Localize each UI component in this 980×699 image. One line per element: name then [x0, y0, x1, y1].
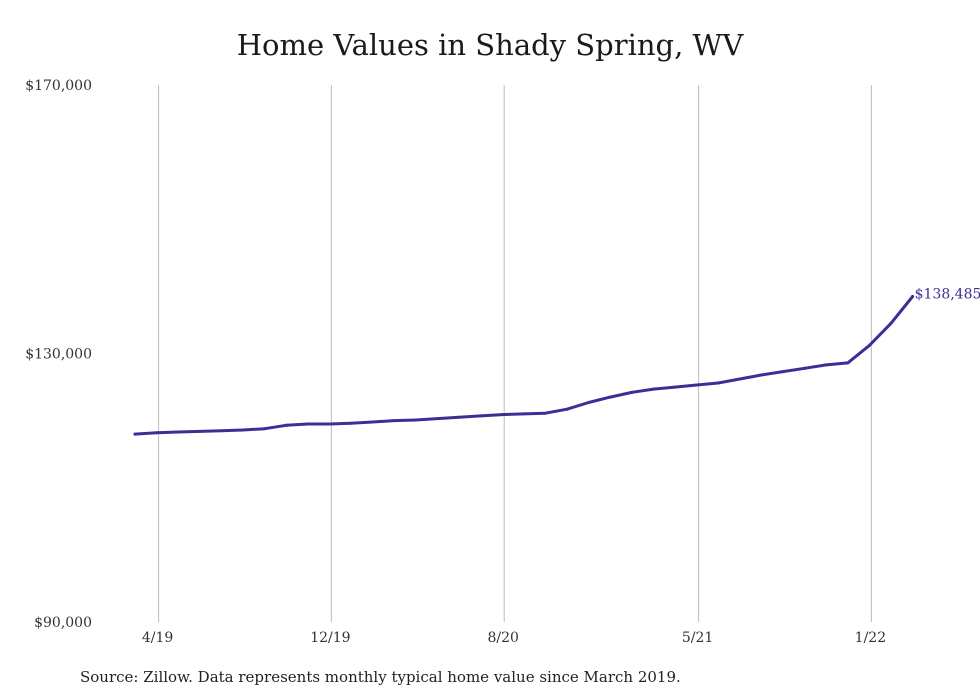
data-point: [824, 363, 828, 367]
data-point: [608, 395, 612, 399]
data-point: [263, 427, 267, 431]
data-labels: $138,485: [915, 287, 980, 303]
end-value-label: $138,485: [915, 287, 980, 303]
data-point: [911, 295, 915, 298]
data-point: [522, 412, 526, 416]
data-point: [673, 385, 677, 389]
data-point: [565, 407, 569, 411]
data-point: [695, 383, 699, 387]
data-point: [630, 390, 634, 394]
data-point: [349, 421, 353, 425]
data-point: [543, 411, 547, 415]
data-point: [371, 420, 375, 424]
series-layer: [133, 295, 915, 436]
data-point: [327, 422, 331, 426]
data-point: [284, 423, 288, 427]
data-point: [716, 381, 720, 385]
x-axis-ticks: 4/19 12/19 8/20 5/21 1/22: [142, 630, 886, 646]
data-point: [500, 413, 504, 417]
x-tick-label: 12/19: [310, 630, 350, 646]
data-point: [392, 419, 396, 423]
y-tick-label: $170,000: [25, 78, 92, 94]
data-point: [414, 418, 418, 422]
gridlines: [158, 85, 872, 622]
data-point: [155, 431, 159, 435]
data-point: [198, 429, 202, 433]
data-point: [803, 366, 807, 370]
data-point: [889, 321, 893, 325]
data-point: [759, 373, 763, 377]
data-point: [133, 432, 137, 436]
y-axis-ticks: $90,000 $130,000 $170,000: [25, 78, 92, 631]
x-tick-label: 5/21: [682, 630, 713, 646]
data-point: [587, 401, 591, 404]
data-point: [846, 361, 850, 365]
x-tick-label: 4/19: [142, 630, 173, 646]
y-tick-label: $130,000: [25, 347, 92, 363]
data-point: [479, 414, 483, 418]
data-point: [306, 422, 310, 426]
data-point: [435, 417, 439, 421]
y-tick-label: $90,000: [34, 615, 92, 631]
data-point: [781, 370, 785, 374]
data-point: [176, 430, 180, 434]
data-point: [867, 343, 871, 347]
x-tick-label: 8/20: [487, 630, 518, 646]
source-note: Source: Zillow. Data represents monthly …: [80, 668, 681, 686]
data-point: [651, 387, 655, 391]
x-tick-label: 1/22: [855, 630, 886, 646]
chart-title: Home Values in Shady Spring, WV: [236, 28, 744, 62]
data-point: [738, 377, 742, 381]
data-point: [219, 429, 223, 433]
data-point: [457, 415, 461, 419]
data-point: [241, 428, 245, 432]
